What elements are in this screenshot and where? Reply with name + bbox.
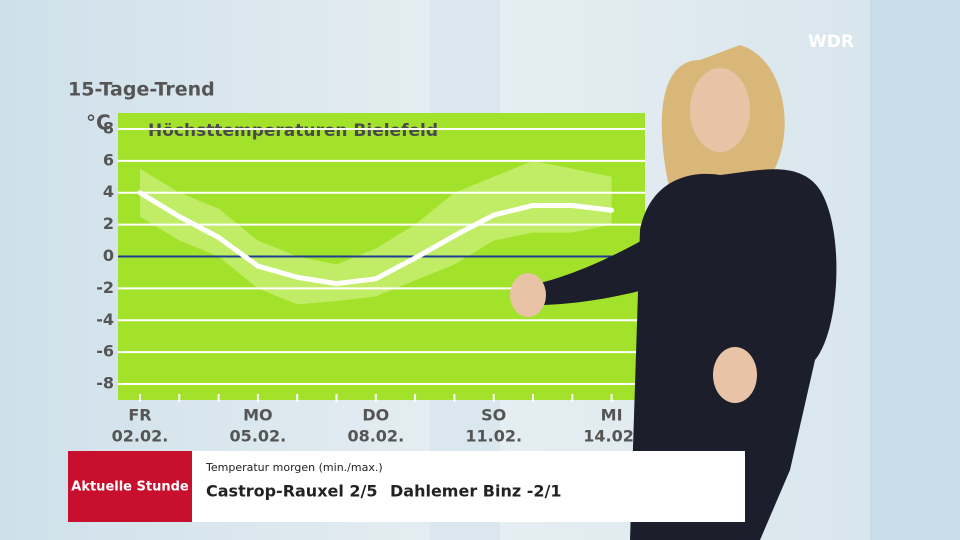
x-tick-weekday: SO — [481, 406, 506, 425]
y-tick-label: -6 — [96, 342, 114, 361]
lower-third — [192, 451, 745, 522]
x-tick-weekday: MO — [243, 406, 273, 425]
temperature-line — [137, 190, 615, 287]
x-tick-label: 02.02. — [112, 427, 169, 446]
show-badge — [68, 451, 192, 522]
x-tick-label: 14.02. — [583, 427, 640, 446]
y-tick-label: 6 — [103, 150, 114, 169]
x-tick-weekday: DO — [362, 406, 389, 425]
y-tick-label: 2 — [103, 214, 114, 233]
y-axis-label: °C — [86, 111, 111, 135]
y-tick-label: -2 — [96, 278, 114, 297]
show-name: Aktuelle Stunde — [71, 480, 189, 495]
x-tick-label: 08.02. — [347, 427, 404, 446]
caption: Temperatur morgen (min./max.) — [205, 461, 383, 474]
x-tick-label: 05.02. — [230, 427, 287, 446]
y-tick-label: 8 — [103, 118, 114, 137]
x-tick-label: 11.02. — [465, 427, 522, 446]
x-tick-weekday: FR — [128, 406, 151, 425]
chart-subtitle: Höchsttemperaturen Bielefeld — [148, 121, 438, 141]
y-tick-label: -4 — [96, 310, 114, 329]
logo: WDR — [808, 32, 854, 52]
chart-title: 15-Tage-Trend — [68, 79, 215, 101]
headline: Dahlemer Binz -2/1 — [390, 482, 562, 501]
y-tick-label: -8 — [96, 374, 114, 393]
y-tick-label: 0 — [103, 246, 114, 265]
plot: Höchsttemperaturen Bielefeld 8 6 4 2 0 -2 -4 -6 -… — [96, 113, 645, 446]
x-tick-weekday: MI — [601, 406, 623, 425]
presenter — [510, 45, 837, 540]
headline: Castrop-Rauxel 2/5 — [206, 482, 378, 501]
y-tick-label: 4 — [103, 182, 114, 201]
studio-panel — [870, 0, 960, 540]
